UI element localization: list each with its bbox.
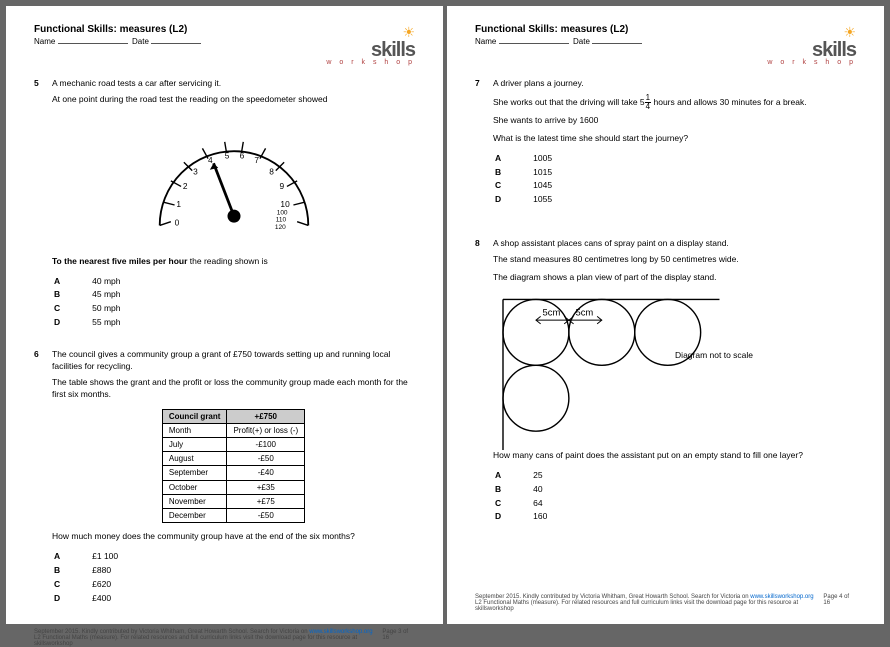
svg-text:10: 10 — [280, 199, 290, 209]
q6-optD: £400 — [92, 593, 132, 605]
q8-optC: 64 — [533, 498, 561, 510]
q8-answers: A25 B40 C64 D160 — [493, 468, 856, 526]
q7-line3: She wants to arrive by 1600 — [493, 115, 856, 127]
svg-text:7: 7 — [254, 155, 259, 165]
q7-line4: What is the latest time she should start… — [493, 133, 856, 145]
q5-line3: To the nearest five miles per hour To th… — [52, 256, 415, 268]
q6-line3: How much money does the community group … — [52, 531, 415, 543]
logo-subtext: w o r k s h o p — [326, 59, 415, 66]
q7-line2: She works out that the driving will take… — [493, 94, 856, 111]
q6-answers: A£1 100 B£880 C£620 D£400 — [52, 549, 415, 607]
date-label: Date — [573, 37, 590, 46]
svg-text:110: 110 — [275, 216, 286, 223]
q8-optD: 160 — [533, 511, 561, 523]
header: Functional Skills: measures (L2) Name Da… — [34, 24, 415, 66]
q7-number: 7 — [475, 78, 493, 218]
logo-subtext: w o r k s h o p — [767, 59, 856, 66]
svg-text:1: 1 — [176, 199, 181, 209]
logo-text: skills — [326, 41, 415, 59]
q5-number: 5 — [34, 78, 52, 341]
q6-optA: £1 100 — [92, 551, 132, 563]
name-label: Name — [34, 37, 55, 46]
q6-number: 6 — [34, 349, 52, 617]
q8-line3: The diagram shows a plan view of part of… — [493, 272, 856, 284]
label-5cm-b: 5cm — [575, 306, 593, 317]
q6-line2: The table shows the grant and the profit… — [52, 377, 415, 401]
q5-optC: 50 mph — [92, 303, 134, 315]
svg-text:0: 0 — [174, 217, 179, 227]
page-number: Page 4 of 16 — [823, 594, 856, 612]
q8-line4: How many cans of paint does the assistan… — [493, 450, 856, 462]
page-4: Functional Skills: measures (L2) Name Da… — [447, 6, 884, 624]
q8-optB: 40 — [533, 484, 561, 496]
page-number: Page 3 of 16 — [382, 629, 415, 647]
footer-p3: September 2015. Kindly contributed by Vi… — [34, 625, 415, 647]
table-h2: +£750 — [227, 409, 305, 423]
footer-p4: September 2015. Kindly contributed by Vi… — [475, 590, 856, 612]
grant-table: Council grant+£750 MonthProfit(+) or los… — [162, 409, 305, 524]
svg-text:8: 8 — [269, 166, 274, 176]
speedometer-svg: 0 1 2 3 4 5 6 7 8 9 10 100 110 — [134, 114, 334, 244]
question-5: 5 A mechanic road tests a car after serv… — [34, 78, 415, 341]
q8-number: 8 — [475, 238, 493, 535]
page-3: Functional Skills: measures (L2) Name Da… — [6, 6, 443, 624]
date-label: Date — [132, 37, 149, 46]
q6-optC: £620 — [92, 579, 132, 591]
question-6: 6 The council gives a community group a … — [34, 349, 415, 617]
svg-text:4: 4 — [208, 155, 213, 165]
q7-optD: 1055 — [533, 194, 566, 206]
q6-line1: The council gives a community group a gr… — [52, 349, 415, 373]
svg-text:2: 2 — [182, 181, 187, 191]
q5-optA: 40 mph — [92, 276, 134, 288]
svg-text:5: 5 — [224, 150, 229, 160]
label-5cm-a: 5cm — [543, 306, 561, 317]
page-title: Functional Skills: measures (L2) — [475, 24, 767, 35]
header: Functional Skills: measures (L2) Name Da… — [475, 24, 856, 66]
q8-line2: The stand measures 80 centimetres long b… — [493, 254, 856, 266]
q7-line1: A driver plans a journey. — [493, 78, 856, 90]
svg-text:100: 100 — [276, 209, 287, 216]
q8-optA: 25 — [533, 470, 561, 482]
page-title: Functional Skills: measures (L2) — [34, 24, 326, 35]
q5-optB: 45 mph — [92, 289, 134, 301]
svg-text:120: 120 — [274, 224, 285, 231]
q8-line1: A shop assistant places cans of spray pa… — [493, 238, 856, 250]
question-7: 7 A driver plans a journey. She works ou… — [475, 78, 856, 218]
q7-optC: 1045 — [533, 180, 566, 192]
logo: ☀ skills w o r k s h o p — [767, 24, 856, 66]
q5-line2: At one point during the road test the re… — [52, 94, 415, 106]
speedometer-figure: 0 1 2 3 4 5 6 7 8 9 10 100 110 — [52, 114, 415, 248]
name-date-fields: Name Date — [475, 37, 767, 46]
name-label: Name — [475, 37, 496, 46]
q7-optB: 1015 — [533, 167, 566, 179]
svg-text:6: 6 — [239, 150, 244, 160]
table-h1: Council grant — [162, 409, 227, 423]
q5-line1: A mechanic road tests a car after servic… — [52, 78, 415, 90]
q7-optA: 1005 — [533, 153, 566, 165]
svg-text:3: 3 — [193, 166, 198, 176]
logo-text: skills — [767, 41, 856, 59]
logo: ☀ skills w o r k s h o p — [326, 24, 415, 66]
cans-diagram: 5cm 5cm Diagram not to scale — [493, 290, 753, 440]
q5-optD: 55 mph — [92, 317, 134, 329]
q5-answers: A40 mph B45 mph C50 mph D55 mph — [52, 274, 415, 332]
q7-answers: A1005 B1015 C1045 D1055 — [493, 151, 856, 209]
diagram-note: Diagram not to scale — [675, 350, 753, 362]
question-8: 8 A shop assistant places cans of spray … — [475, 238, 856, 535]
table-c1: Month — [162, 423, 227, 437]
table-c2: Profit(+) or loss (-) — [227, 423, 305, 437]
q6-optB: £880 — [92, 565, 132, 577]
svg-text:9: 9 — [279, 181, 284, 191]
name-date-fields: Name Date — [34, 37, 326, 46]
